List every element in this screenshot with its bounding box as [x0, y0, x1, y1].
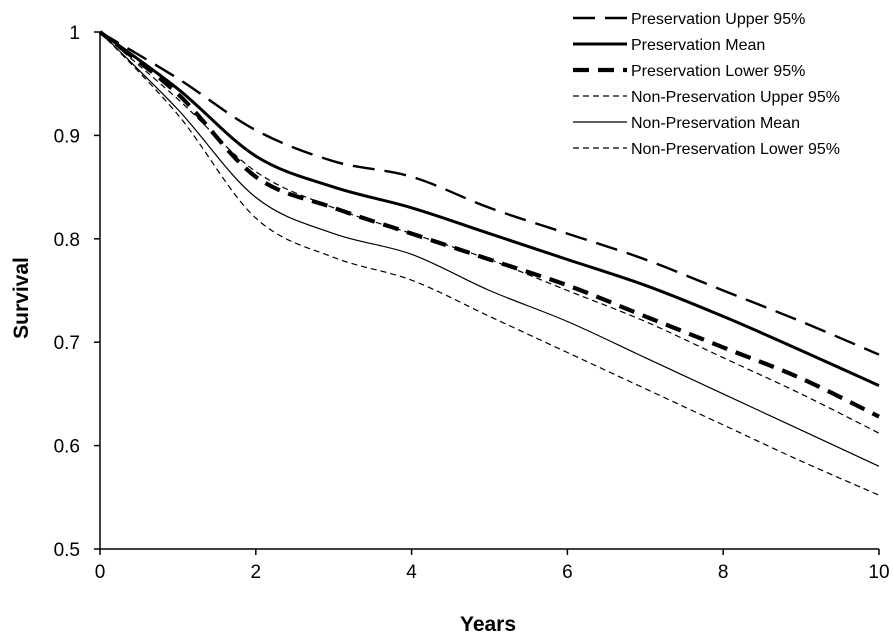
legend-label-1: Preservation Upper 95% [631, 11, 805, 28]
legend-label-2: Preservation Mean [631, 37, 765, 54]
x-tick-label: 0 [95, 562, 106, 583]
series-line-1 [99, 30, 880, 356]
series-line-4 [99, 31, 880, 434]
x-axis-title: Years [460, 613, 516, 636]
series-line-5 [99, 31, 880, 467]
legend-label-4: Non-Preservation Upper 95% [631, 89, 840, 106]
legend-label-3: Preservation Lower 95% [631, 63, 805, 80]
axes-layer: 0.50.60.70.80.910 2 4 6 8 10 [54, 23, 890, 583]
x-tick-label: 4 [406, 562, 417, 583]
x-tick-label: 10 [868, 562, 889, 583]
x-tick-label: 8 [718, 562, 729, 583]
legend: Preservation Upper 95% Preservation Mean P… [573, 11, 840, 158]
y-axis-title: Survival [10, 257, 33, 339]
legend-label-5: Non-Preservation Mean [631, 115, 800, 132]
series-line-6 [99, 31, 880, 496]
x-tick-label: 2 [251, 562, 262, 583]
legend-label-6: Non-Preservation Lower 95% [631, 141, 840, 158]
y-tick-label: 0.7 [54, 333, 80, 354]
y-tick-label: 0.5 [54, 540, 80, 561]
series-line-2 [99, 30, 880, 387]
y-tick-label: 0.9 [54, 126, 80, 147]
series-layer [98, 30, 880, 496]
y-tick-label: 0.6 [54, 437, 80, 458]
series-line-3 [98, 30, 880, 419]
y-tick-label: 1 [69, 23, 80, 44]
x-tick-label: 6 [562, 562, 573, 583]
y-tick-label: 0.8 [54, 230, 80, 251]
